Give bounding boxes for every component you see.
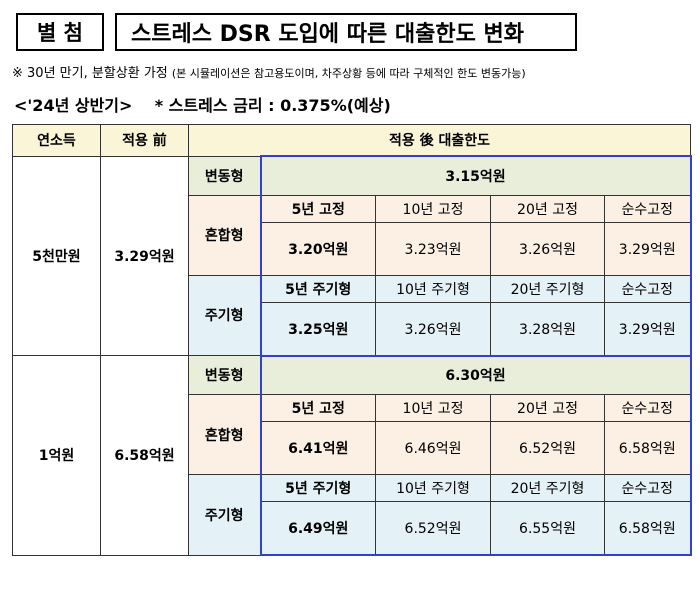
income-cell: 5천만원 [12,155,101,356]
mixed-label: 순수고정 [604,394,692,422]
cyclical-label: 5년 주기형 [259,274,376,303]
period-label: <'24년 상반기> [14,96,133,115]
mixed-value: 3.29억원 [604,221,692,276]
mixed-label: 10년 고정 [375,394,491,422]
mixed-value: 3.23억원 [375,221,491,276]
assumption-main: ※ 30년 만기, 분할상환 가정 [12,66,168,81]
mixed-value: 6.52억원 [490,421,605,475]
mixed-value: 6.41억원 [259,421,376,475]
cyclical-value: 6.58억원 [604,501,692,556]
cyclical-label: 순수고정 [604,274,692,303]
income-cell: 1억원 [12,355,101,556]
mixed-label: 5년 고정 [259,394,376,422]
mixed-label: 10년 고정 [375,194,491,223]
mixed-label: 5년 고정 [259,194,376,223]
mixed-label: 순수고정 [604,194,692,223]
header-income: 연소득 [12,124,101,157]
header-after: 적용 後 대출한도 [188,124,691,157]
type-mixed: 혼합형 [188,194,261,276]
mixed-value: 6.58억원 [604,421,692,475]
cyclical-label: 5년 주기형 [259,474,376,502]
cyclical-value: 6.55억원 [490,501,605,556]
mixed-value: 3.26억원 [490,221,605,276]
type-cyclical: 주기형 [188,274,261,356]
mixed-label: 20년 고정 [490,194,605,223]
variable-limit: 6.30억원 [259,354,692,395]
attachment-badge: 별 첨 [16,13,104,51]
cyclical-label: 10년 주기형 [375,274,491,303]
before-limit-cell: 3.29억원 [100,155,189,356]
type-cyclical: 주기형 [188,474,261,556]
header-before: 적용 前 [100,124,189,157]
type-mixed: 혼합형 [188,394,261,475]
assumption-note: ※ 30년 만기, 분할상환 가정 (본 시뮬레이션은 참고용도이며, 차주상황… [12,62,526,81]
cyclical-value: 6.52억원 [375,501,491,556]
variable-limit: 3.15억원 [259,155,692,196]
mixed-value: 6.46억원 [375,421,491,475]
cyclical-label: 순수고정 [604,474,692,502]
cyclical-label: 20년 주기형 [490,274,605,303]
loan-limit-table: 연소득 적용 前 적용 後 대출한도 5천만원 3.29억원 변동형 3.15억… [12,124,692,556]
mixed-value: 3.20억원 [259,221,376,276]
cyclical-value: 3.29억원 [604,301,692,357]
cyclical-value: 3.26억원 [375,301,491,357]
cyclical-value: 3.25억원 [259,301,376,357]
mixed-label: 20년 고정 [490,394,605,422]
cyclical-label: 20년 주기형 [490,474,605,502]
before-limit-cell: 6.58억원 [100,355,189,556]
cyclical-label: 10년 주기형 [375,474,491,502]
cyclical-value: 3.28억원 [490,301,605,357]
cyclical-value: 6.49억원 [259,501,376,556]
stress-rate: * 스트레스 금리 : 0.375%(예상) [154,96,391,115]
assumption-sub: (본 시뮬레이션은 참고용도이며, 차주상황 등에 따라 구체적인 한도 변동가… [171,67,526,80]
period-line: <'24년 상반기> * 스트레스 금리 : 0.375%(예상) [14,92,391,116]
type-variable: 변동형 [188,355,261,395]
document-title: 스트레스 DSR 도입에 따른 대출한도 변화 [115,13,577,51]
type-variable: 변동형 [188,155,261,196]
